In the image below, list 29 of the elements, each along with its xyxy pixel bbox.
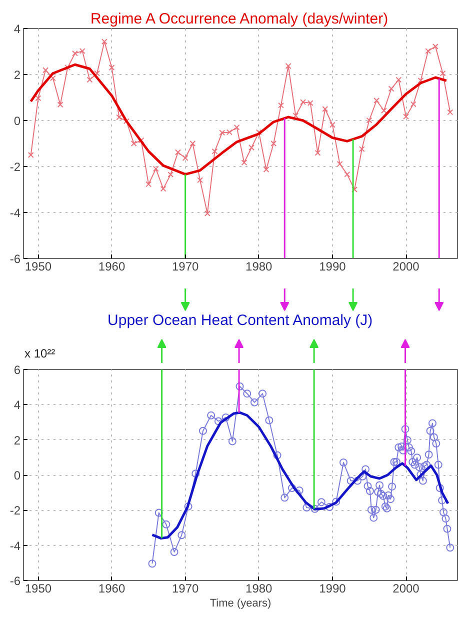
x-tick-label: 2000 (392, 582, 420, 596)
y-tick-label: -6 (10, 252, 21, 266)
x-tick-label: 1980 (246, 260, 273, 274)
x-tick-label: 2000 (392, 260, 420, 274)
chart-title: Regime A Occurrence Anomaly (days/winter) (90, 10, 388, 28)
y-tick-label: 2 (14, 433, 21, 448)
x-axis-title: Time (years) (210, 598, 272, 610)
y-tick-label: -2 (10, 504, 21, 518)
x-tick-label: 1990 (319, 582, 346, 596)
y-tick-label: -2 (10, 160, 21, 174)
x-tick-label: 1960 (98, 582, 126, 596)
x-tick-label: 1950 (24, 260, 52, 274)
y-tick-label: 2 (14, 68, 21, 82)
y-tick-label: 6 (14, 363, 21, 377)
x-tick-label: 1950 (24, 582, 52, 596)
chart-title: Upper Ocean Heat Content Anomaly (J) (108, 312, 373, 329)
x-tick-label: 1970 (172, 582, 200, 596)
y-tick-label: -6 (10, 574, 21, 588)
x-tick-label: 1970 (172, 260, 200, 274)
x-tick-label: 1980 (246, 582, 273, 596)
x-tick-label: 1990 (319, 260, 346, 274)
y-tick-label: -4 (10, 206, 21, 220)
y-tick-label: 4 (14, 398, 21, 412)
y-tick-label: 4 (14, 22, 21, 36)
x-tick-label: 1960 (98, 260, 126, 274)
y-tick-label: 0 (14, 114, 21, 128)
text: x 10²² (24, 346, 56, 360)
y-tick-label: -4 (10, 538, 21, 553)
y-tick-label: 0 (14, 468, 21, 482)
